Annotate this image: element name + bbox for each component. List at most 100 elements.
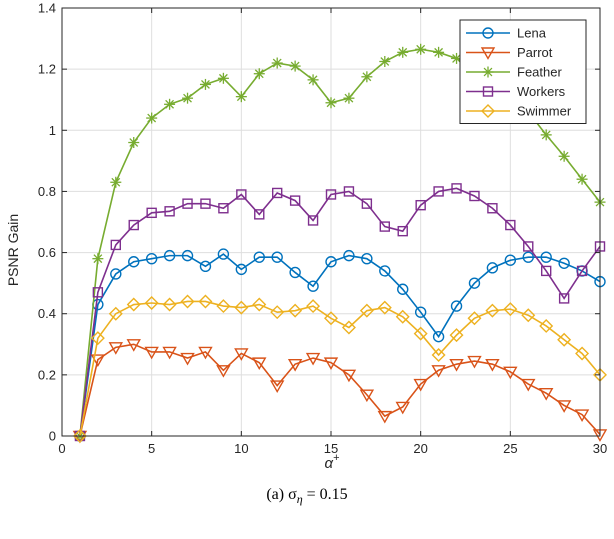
data-point-feather xyxy=(146,112,158,124)
data-point-parrot xyxy=(341,369,357,383)
legend-marker xyxy=(482,66,494,78)
data-point-parrot xyxy=(395,401,410,415)
data-point-feather xyxy=(433,46,445,58)
data-point-lena xyxy=(450,300,463,312)
data-point-parrot xyxy=(431,365,446,378)
data-point-lena xyxy=(163,249,176,262)
data-point-workers xyxy=(541,265,552,277)
y-tick-label: 0.2 xyxy=(38,367,56,382)
y-tick-label: 0.4 xyxy=(38,306,56,321)
legend-label: Swimmer xyxy=(517,104,572,119)
data-point-workers xyxy=(487,203,498,214)
data-point-feather xyxy=(164,98,176,110)
data-point-lena xyxy=(558,257,570,269)
data-point-parrot xyxy=(485,358,500,372)
data-point-swimmer xyxy=(503,302,518,317)
data-point-parrot xyxy=(449,358,464,372)
data-point-feather xyxy=(92,253,104,265)
data-point-workers xyxy=(200,198,211,209)
data-point-feather xyxy=(415,43,427,55)
data-point-lena xyxy=(128,256,140,268)
asterisk-stroke xyxy=(254,69,264,79)
data-point-feather xyxy=(325,97,337,109)
data-point-workers xyxy=(558,293,570,304)
asterisk-stroke xyxy=(452,54,461,63)
x-tick-label: 15 xyxy=(324,441,338,456)
x-axis-label: α+ xyxy=(325,452,340,472)
data-point-swimmer xyxy=(359,303,374,318)
data-point-parrot xyxy=(144,346,159,360)
x-tick-label: 10 xyxy=(234,441,248,456)
data-point-swimmer xyxy=(252,297,267,312)
legend-marker xyxy=(482,86,494,97)
data-point-workers xyxy=(379,221,390,232)
series-line-swimmer xyxy=(79,300,601,437)
data-point-workers xyxy=(343,186,355,197)
data-point-workers xyxy=(218,203,229,214)
data-point-parrot xyxy=(503,366,518,380)
data-point-lena xyxy=(432,330,445,343)
asterisk-stroke xyxy=(362,72,372,82)
data-point-lena xyxy=(110,268,122,280)
data-point-parrot xyxy=(574,409,590,423)
series-parrot xyxy=(72,339,608,444)
axes-layer: 0 5 10 15 20 25 30 0 0.2 0.4 0.6 0.8 1 1.2 1.4 xyxy=(38,1,607,457)
data-point-workers xyxy=(307,215,319,226)
data-point-lena xyxy=(271,251,283,263)
data-point-swimmer xyxy=(377,300,392,315)
data-point-parrot xyxy=(269,380,285,393)
data-point-swimmer xyxy=(234,300,249,315)
asterisk-stroke xyxy=(541,130,551,140)
data-point-workers xyxy=(272,187,283,199)
data-point-swimmer xyxy=(575,346,590,361)
data-point-feather xyxy=(576,173,588,185)
data-point-parrot xyxy=(305,352,321,366)
asterisk-stroke xyxy=(290,61,300,71)
data-point-workers xyxy=(236,189,247,200)
asterisk-stroke xyxy=(416,44,426,54)
x-tick-label: 25 xyxy=(503,441,517,456)
data-point-feather xyxy=(540,129,552,141)
data-point-lena xyxy=(199,260,212,273)
data-point-feather xyxy=(110,176,122,188)
legend-marker xyxy=(480,47,496,60)
x-tick-label: 5 xyxy=(148,441,155,456)
data-point-workers xyxy=(289,195,301,206)
data-point-feather xyxy=(217,72,229,84)
data-point-workers xyxy=(523,241,534,252)
data-point-lena xyxy=(235,263,248,276)
data-point-parrot xyxy=(359,389,375,403)
data-point-lena xyxy=(414,306,427,318)
y-tick-label: 1.2 xyxy=(38,62,56,77)
asterisk-stroke xyxy=(236,92,246,102)
data-point-parrot xyxy=(126,339,141,352)
asterisk-stroke xyxy=(398,47,408,57)
data-point-swimmer xyxy=(324,311,338,326)
data-point-parrot xyxy=(413,378,428,392)
asterisk-stroke xyxy=(380,57,390,66)
legend: Lena Parrot Feather Workers Swimmer xyxy=(459,19,587,124)
data-point-lena xyxy=(540,251,552,263)
data-point-workers xyxy=(325,189,337,200)
y-tick-label: 1 xyxy=(49,123,56,138)
legend-item-swimmer: Swimmer xyxy=(466,104,572,119)
data-point-feather xyxy=(361,71,373,83)
legend-item-lena: Lena xyxy=(466,26,547,41)
data-point-feather xyxy=(379,56,391,67)
data-point-swimmer xyxy=(216,299,231,314)
legend-item-workers: Workers xyxy=(466,84,566,99)
data-point-lena xyxy=(181,249,194,262)
legend-item-feather: Feather xyxy=(466,65,562,80)
x-tick-label: 30 xyxy=(593,441,607,456)
legend-label: Parrot xyxy=(517,45,553,60)
series-line-workers xyxy=(79,187,601,437)
data-point-workers xyxy=(254,209,265,220)
data-point-workers xyxy=(361,198,373,209)
asterisk-stroke xyxy=(559,151,569,161)
data-point-swimmer xyxy=(180,294,195,309)
data-point-lena xyxy=(145,252,158,265)
data-point-feather xyxy=(182,92,194,104)
asterisk-stroke xyxy=(326,98,336,108)
data-point-swimmer xyxy=(144,296,159,311)
